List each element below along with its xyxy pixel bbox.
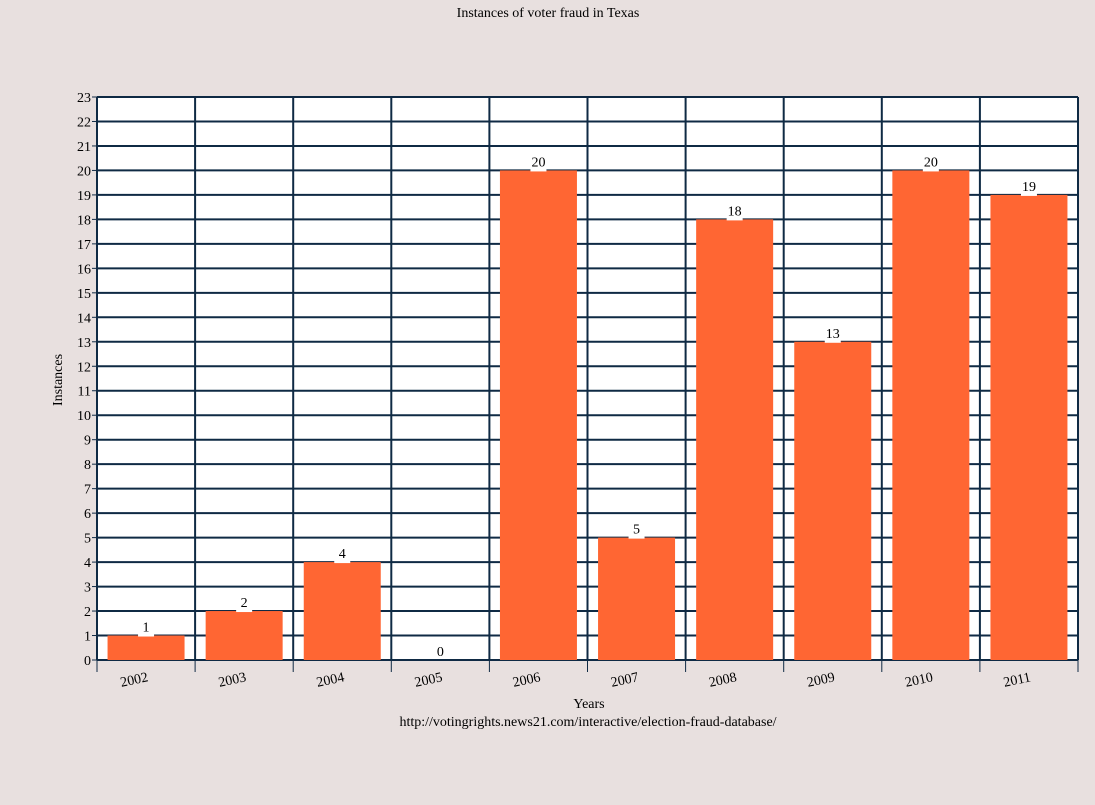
data-label-marker (138, 633, 155, 637)
data-label-2005: 0 (437, 645, 444, 660)
x-tick-label-2007: 2007 (610, 670, 641, 690)
y-tick-label: 10 (77, 409, 91, 424)
y-tick-label: 11 (78, 385, 91, 400)
data-label-marker (530, 168, 547, 172)
bar-2002 (107, 635, 185, 660)
data-label-2008: 18 (728, 204, 742, 219)
y-tick-label: 6 (84, 507, 91, 522)
chart-title: Instances of voter fraud in Texas (457, 6, 640, 21)
x-axis-ticks: 2002 2003 2004 2005 2006 2007 2008 2009 2010 2011 (119, 670, 1032, 690)
data-label-2004: 4 (339, 547, 346, 562)
x-tick-label-2002: 2002 (119, 670, 150, 690)
data-label-marker (1020, 192, 1037, 196)
bar-2004 (303, 562, 381, 660)
y-axis-label: Instances (51, 354, 66, 406)
x-tick-label-2011: 2011 (1002, 670, 1032, 690)
data-label-2002: 1 (143, 621, 150, 636)
y-tick-label: 9 (84, 434, 91, 449)
bar-2003 (205, 611, 283, 660)
y-tick-label: 15 (77, 287, 91, 302)
bar-2009 (794, 341, 872, 660)
y-tick-label: 13 (77, 336, 91, 351)
y-tick-label: 17 (77, 238, 91, 253)
source-url: http://votingrights.news21.com/interacti… (399, 715, 776, 730)
y-tick-label: 18 (77, 213, 91, 228)
y-tick-label: 5 (84, 532, 91, 547)
data-label-marker (334, 560, 351, 564)
bar-2006 (499, 170, 577, 660)
bar-2010 (892, 170, 970, 660)
y-tick-label: 12 (77, 360, 91, 375)
y-tick-label: 21 (77, 140, 91, 155)
x-tick-label-2004: 2004 (315, 670, 346, 690)
data-label-2009: 13 (826, 327, 840, 342)
bar-2011 (990, 194, 1068, 661)
y-tick-label: 23 (77, 91, 91, 106)
y-tick-label: 20 (77, 164, 91, 179)
data-label-2010: 20 (924, 155, 938, 170)
x-tick-label-2005: 2005 (413, 670, 444, 690)
y-tick-label: 8 (84, 458, 91, 473)
x-tick-label-2006: 2006 (511, 670, 542, 690)
y-tick-label: 0 (84, 654, 91, 669)
data-label-2011: 19 (1022, 180, 1036, 195)
y-tick-label: 2 (84, 605, 91, 620)
data-label-marker (726, 217, 743, 221)
y-tick-label: 4 (84, 556, 91, 571)
bar-2007 (598, 537, 676, 660)
y-tick-label: 22 (77, 115, 91, 130)
bar-2008 (696, 219, 774, 661)
data-label-marker (824, 339, 841, 343)
y-tick-label: 16 (77, 262, 91, 277)
y-tick-label: 14 (77, 311, 91, 326)
y-tick-label: 3 (84, 581, 91, 596)
x-tick-label-2003: 2003 (217, 670, 248, 690)
x-tick-label-2009: 2009 (806, 670, 837, 690)
data-label-2007: 5 (633, 523, 640, 538)
data-label-2006: 20 (531, 155, 545, 170)
bars: 1 2 4 0 20 5 18 13 20 19 (107, 155, 1068, 661)
y-tick-label: 7 (84, 483, 91, 498)
data-label-marker (628, 535, 645, 539)
x-tick-label-2010: 2010 (904, 670, 935, 690)
x-axis-label: Years (573, 697, 604, 712)
y-tick-label: 19 (77, 189, 91, 204)
data-label-marker (922, 168, 939, 172)
data-label-marker (236, 609, 253, 613)
x-tick-label-2008: 2008 (708, 670, 739, 690)
data-label-2003: 2 (241, 596, 248, 611)
y-tick-label: 1 (84, 630, 91, 645)
